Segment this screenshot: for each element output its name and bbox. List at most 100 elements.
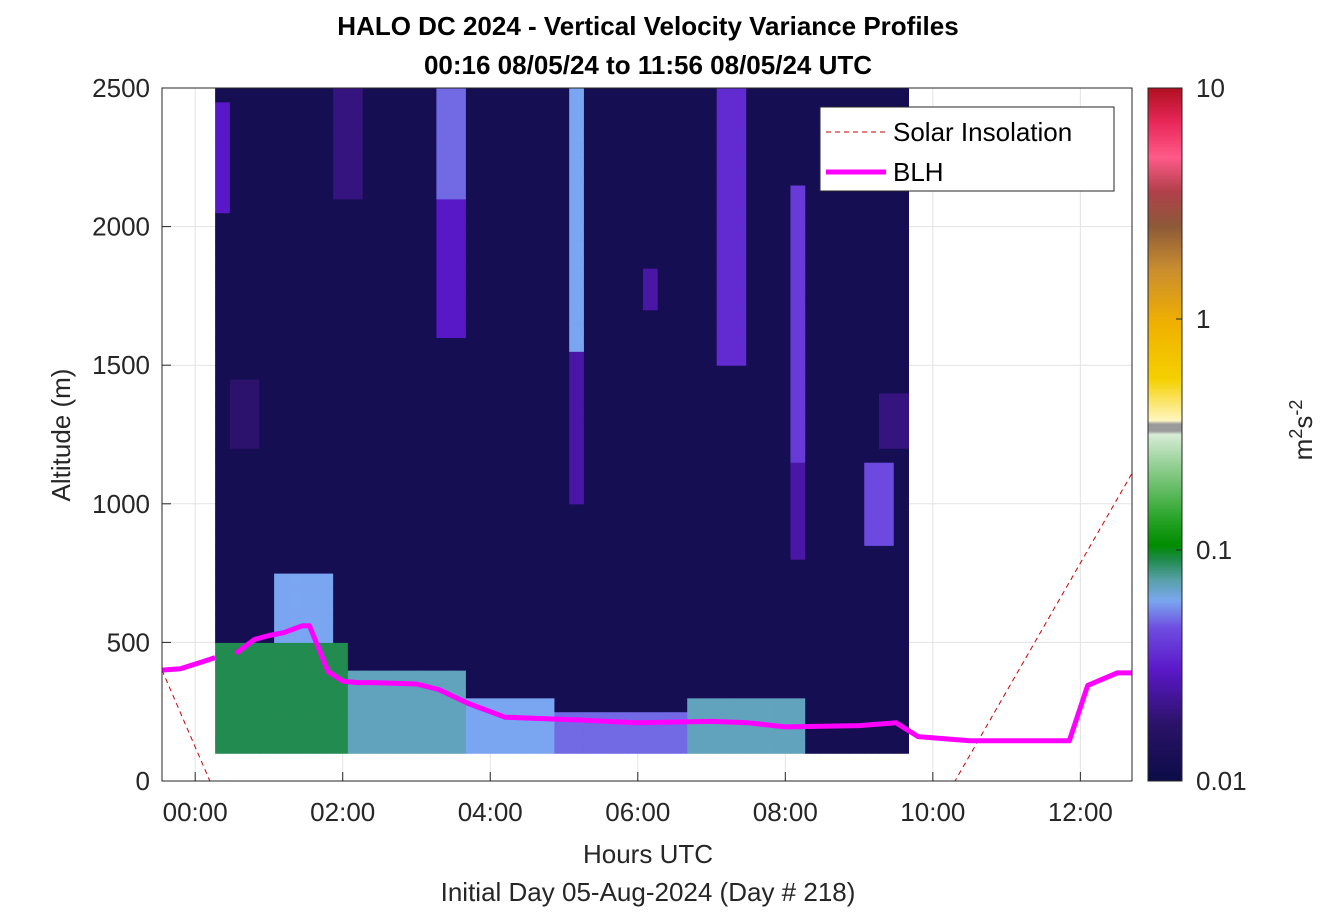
heatmap-cell bbox=[746, 683, 762, 699]
heatmap-cell bbox=[819, 268, 836, 283]
heatmap-cell bbox=[480, 88, 496, 103]
heatmap-cell bbox=[613, 282, 629, 297]
heatmap-cell bbox=[229, 434, 246, 449]
heatmap-cell bbox=[421, 254, 437, 269]
heatmap-cell bbox=[834, 739, 850, 754]
heatmap-cell bbox=[495, 212, 511, 228]
heatmap-cell bbox=[864, 309, 880, 325]
heatmap-cell bbox=[436, 476, 452, 491]
heatmap-cell bbox=[613, 503, 629, 519]
heatmap-cell bbox=[377, 392, 393, 408]
heatmap-cell bbox=[878, 309, 895, 325]
heatmap-cell bbox=[775, 670, 791, 685]
heatmap-cell bbox=[554, 531, 570, 546]
heatmap-cell bbox=[510, 434, 526, 449]
heatmap-cell bbox=[701, 101, 718, 117]
heatmap-cell bbox=[672, 448, 688, 463]
heatmap-cell bbox=[642, 88, 659, 103]
heatmap-cell bbox=[805, 101, 821, 117]
heatmap-cell bbox=[657, 295, 673, 311]
heatmap-cell bbox=[760, 365, 777, 380]
heatmap-cell bbox=[436, 559, 452, 574]
heatmap-cell bbox=[215, 739, 231, 754]
heatmap-cell bbox=[716, 503, 732, 519]
heatmap-cell bbox=[362, 586, 378, 602]
heatmap-cell bbox=[849, 337, 865, 352]
heatmap-cell bbox=[834, 462, 850, 477]
heatmap-cell bbox=[701, 614, 718, 630]
heatmap-cell bbox=[539, 171, 555, 186]
heatmap-cell bbox=[288, 212, 305, 228]
heatmap-cell bbox=[406, 628, 423, 643]
heatmap-cell bbox=[834, 420, 850, 435]
heatmap-cell bbox=[539, 489, 555, 505]
heatmap-cell bbox=[569, 670, 585, 685]
heatmap-cell bbox=[274, 88, 290, 103]
heatmap-cell bbox=[687, 656, 703, 671]
heatmap-cell bbox=[864, 365, 880, 380]
heatmap-cell bbox=[775, 503, 791, 519]
heatmap-cell bbox=[569, 268, 585, 283]
heatmap-cell bbox=[893, 503, 909, 519]
heatmap-cell bbox=[495, 365, 511, 380]
heatmap-cell bbox=[878, 406, 895, 422]
heatmap-cell bbox=[775, 683, 791, 699]
heatmap-cell bbox=[377, 309, 393, 325]
heatmap-cell bbox=[598, 185, 614, 200]
heatmap-cell bbox=[790, 254, 806, 269]
heatmap-cell bbox=[495, 171, 511, 186]
heatmap-cell bbox=[362, 628, 378, 643]
heatmap-cell bbox=[303, 517, 319, 533]
heatmap-cell bbox=[849, 268, 865, 283]
heatmap-cell bbox=[628, 129, 644, 144]
heatmap-cell bbox=[362, 503, 378, 519]
heatmap-cell bbox=[628, 517, 644, 533]
heatmap-cell bbox=[760, 268, 777, 283]
heatmap-cell bbox=[333, 309, 349, 325]
heatmap-cell bbox=[642, 683, 659, 699]
heatmap-cell bbox=[657, 171, 673, 186]
heatmap-cell bbox=[613, 434, 629, 449]
heatmap-cell bbox=[701, 323, 718, 338]
heatmap-cell bbox=[510, 198, 526, 214]
heatmap-cell bbox=[406, 323, 423, 338]
heatmap-cell bbox=[554, 683, 570, 699]
heatmap-cell bbox=[288, 88, 305, 103]
heatmap-cell bbox=[583, 489, 600, 505]
heatmap-cell bbox=[421, 406, 437, 422]
heatmap-cell bbox=[849, 392, 865, 408]
heatmap-cell bbox=[480, 614, 496, 630]
heatmap-cell bbox=[392, 101, 408, 117]
heatmap-cell bbox=[701, 434, 718, 449]
heatmap-cell bbox=[333, 711, 349, 727]
heatmap-cell bbox=[864, 697, 880, 713]
heatmap-cell bbox=[377, 614, 393, 630]
heatmap-cell bbox=[229, 240, 246, 255]
heatmap-cell bbox=[259, 254, 275, 269]
heatmap-cell bbox=[834, 614, 850, 630]
heatmap-cell bbox=[229, 683, 246, 699]
heatmap-cell bbox=[790, 489, 806, 505]
heatmap-cell bbox=[554, 254, 570, 269]
heatmap-cell bbox=[569, 406, 585, 422]
heatmap-cell bbox=[834, 254, 850, 269]
heatmap-cell bbox=[480, 573, 496, 588]
heatmap-cell bbox=[274, 212, 290, 228]
blh-line bbox=[161, 623, 1132, 744]
heatmap-cell bbox=[672, 226, 688, 241]
heatmap-cell bbox=[657, 212, 673, 228]
heatmap-cell bbox=[878, 282, 895, 297]
heatmap-cell bbox=[657, 406, 673, 422]
heatmap-cell bbox=[864, 448, 880, 463]
y-tick-label: 1000 bbox=[92, 489, 150, 519]
heatmap-cell bbox=[451, 101, 467, 117]
heatmap-cell bbox=[613, 448, 629, 463]
heatmap-cell bbox=[377, 379, 393, 394]
heatmap-cell bbox=[701, 545, 718, 560]
heatmap-cell bbox=[318, 600, 334, 616]
heatmap-cell bbox=[864, 351, 880, 366]
heatmap-cell bbox=[731, 198, 747, 214]
heatmap-cell bbox=[436, 101, 452, 117]
heatmap-cell bbox=[642, 503, 659, 519]
heatmap-cell bbox=[554, 198, 570, 214]
